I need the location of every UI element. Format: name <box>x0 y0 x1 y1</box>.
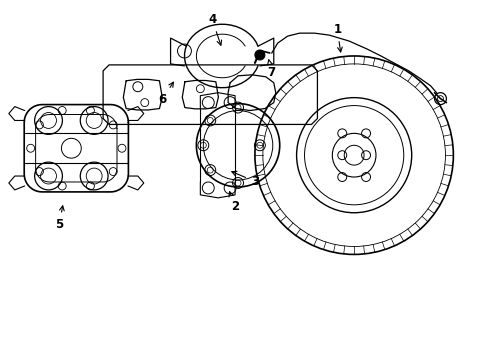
Text: 2: 2 <box>228 192 239 213</box>
Text: 1: 1 <box>332 23 342 52</box>
Text: 6: 6 <box>158 82 173 105</box>
Text: 3: 3 <box>231 171 259 188</box>
Text: 4: 4 <box>208 13 221 45</box>
Circle shape <box>254 50 264 60</box>
Text: 7: 7 <box>267 60 275 79</box>
Text: 5: 5 <box>55 206 64 231</box>
